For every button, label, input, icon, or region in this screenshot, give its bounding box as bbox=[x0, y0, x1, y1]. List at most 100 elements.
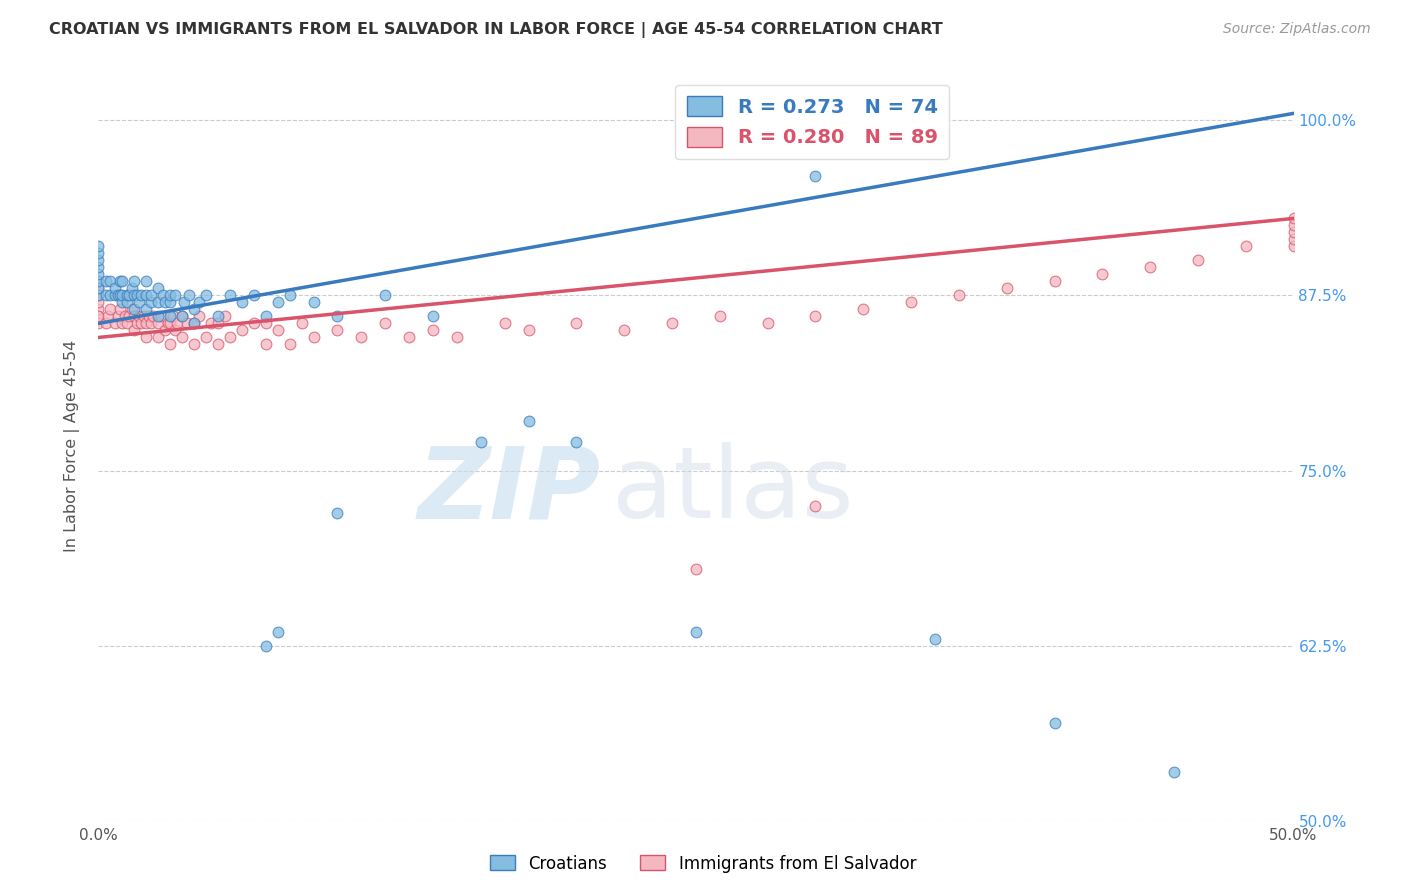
Point bbox=[159, 310, 181, 324]
Point bbox=[87, 281, 110, 295]
Point bbox=[125, 317, 148, 331]
Point bbox=[995, 281, 1018, 295]
Point bbox=[131, 288, 153, 302]
Point bbox=[326, 323, 349, 337]
Point bbox=[278, 337, 301, 351]
Point bbox=[179, 288, 201, 302]
Point bbox=[176, 317, 198, 331]
Point bbox=[155, 323, 177, 337]
Point bbox=[1139, 260, 1161, 275]
Point bbox=[267, 323, 290, 337]
Point bbox=[87, 253, 110, 268]
Point bbox=[291, 317, 314, 331]
Point bbox=[111, 275, 134, 289]
Point bbox=[1282, 211, 1305, 226]
Point bbox=[124, 302, 146, 317]
Point bbox=[470, 435, 492, 450]
Point bbox=[118, 288, 141, 302]
Point bbox=[128, 295, 150, 310]
Point bbox=[115, 295, 138, 310]
Point bbox=[494, 317, 516, 331]
Point bbox=[187, 310, 209, 324]
Point bbox=[422, 310, 444, 324]
Point bbox=[374, 288, 396, 302]
Point bbox=[104, 288, 127, 302]
Point bbox=[924, 632, 946, 646]
Point bbox=[254, 337, 277, 351]
Point bbox=[155, 295, 177, 310]
Point bbox=[254, 317, 277, 331]
Point bbox=[685, 624, 707, 639]
Point bbox=[183, 337, 205, 351]
Point bbox=[107, 288, 129, 302]
Point bbox=[948, 288, 970, 302]
Point bbox=[148, 317, 170, 331]
Point bbox=[111, 317, 134, 331]
Point bbox=[152, 288, 174, 302]
Point bbox=[195, 288, 218, 302]
Point bbox=[446, 330, 468, 344]
Point bbox=[87, 317, 110, 331]
Point bbox=[87, 268, 110, 282]
Point bbox=[94, 275, 117, 289]
Point bbox=[159, 337, 181, 351]
Point bbox=[104, 317, 127, 331]
Point bbox=[121, 281, 143, 295]
Point bbox=[166, 317, 188, 331]
Point bbox=[517, 415, 540, 429]
Point bbox=[124, 310, 146, 324]
Point bbox=[756, 317, 779, 331]
Point bbox=[138, 310, 160, 324]
Point bbox=[114, 310, 136, 324]
Point bbox=[148, 310, 170, 324]
Point bbox=[135, 330, 157, 344]
Point bbox=[132, 310, 155, 324]
Point bbox=[87, 281, 110, 295]
Point bbox=[661, 317, 683, 331]
Point bbox=[613, 323, 636, 337]
Point bbox=[87, 275, 110, 289]
Text: Source: ZipAtlas.com: Source: ZipAtlas.com bbox=[1223, 22, 1371, 37]
Point bbox=[685, 561, 707, 575]
Point bbox=[128, 310, 150, 324]
Point bbox=[148, 295, 170, 310]
Point bbox=[326, 506, 349, 520]
Text: ZIP: ZIP bbox=[418, 442, 600, 540]
Point bbox=[1282, 226, 1305, 240]
Point bbox=[139, 317, 162, 331]
Point bbox=[900, 295, 922, 310]
Point bbox=[87, 239, 110, 253]
Point bbox=[87, 288, 110, 302]
Point bbox=[254, 310, 277, 324]
Point bbox=[148, 281, 170, 295]
Point bbox=[804, 310, 827, 324]
Point bbox=[115, 317, 138, 331]
Point bbox=[87, 310, 110, 324]
Point bbox=[135, 275, 157, 289]
Point bbox=[124, 275, 146, 289]
Point bbox=[756, 113, 779, 128]
Point bbox=[163, 288, 186, 302]
Point bbox=[200, 317, 222, 331]
Point bbox=[1282, 219, 1305, 233]
Point bbox=[142, 310, 165, 324]
Text: atlas: atlas bbox=[613, 442, 853, 540]
Point bbox=[159, 295, 181, 310]
Point bbox=[172, 330, 194, 344]
Point bbox=[87, 295, 110, 310]
Point bbox=[163, 323, 186, 337]
Point bbox=[98, 275, 122, 289]
Point bbox=[108, 302, 131, 317]
Point bbox=[374, 317, 396, 331]
Point bbox=[107, 310, 129, 324]
Point bbox=[104, 281, 127, 295]
Point bbox=[207, 337, 229, 351]
Point bbox=[207, 317, 229, 331]
Point bbox=[183, 317, 205, 331]
Point bbox=[87, 310, 110, 324]
Point bbox=[278, 288, 301, 302]
Point bbox=[1043, 275, 1066, 289]
Point bbox=[172, 310, 194, 324]
Point bbox=[709, 310, 731, 324]
Point bbox=[108, 275, 131, 289]
